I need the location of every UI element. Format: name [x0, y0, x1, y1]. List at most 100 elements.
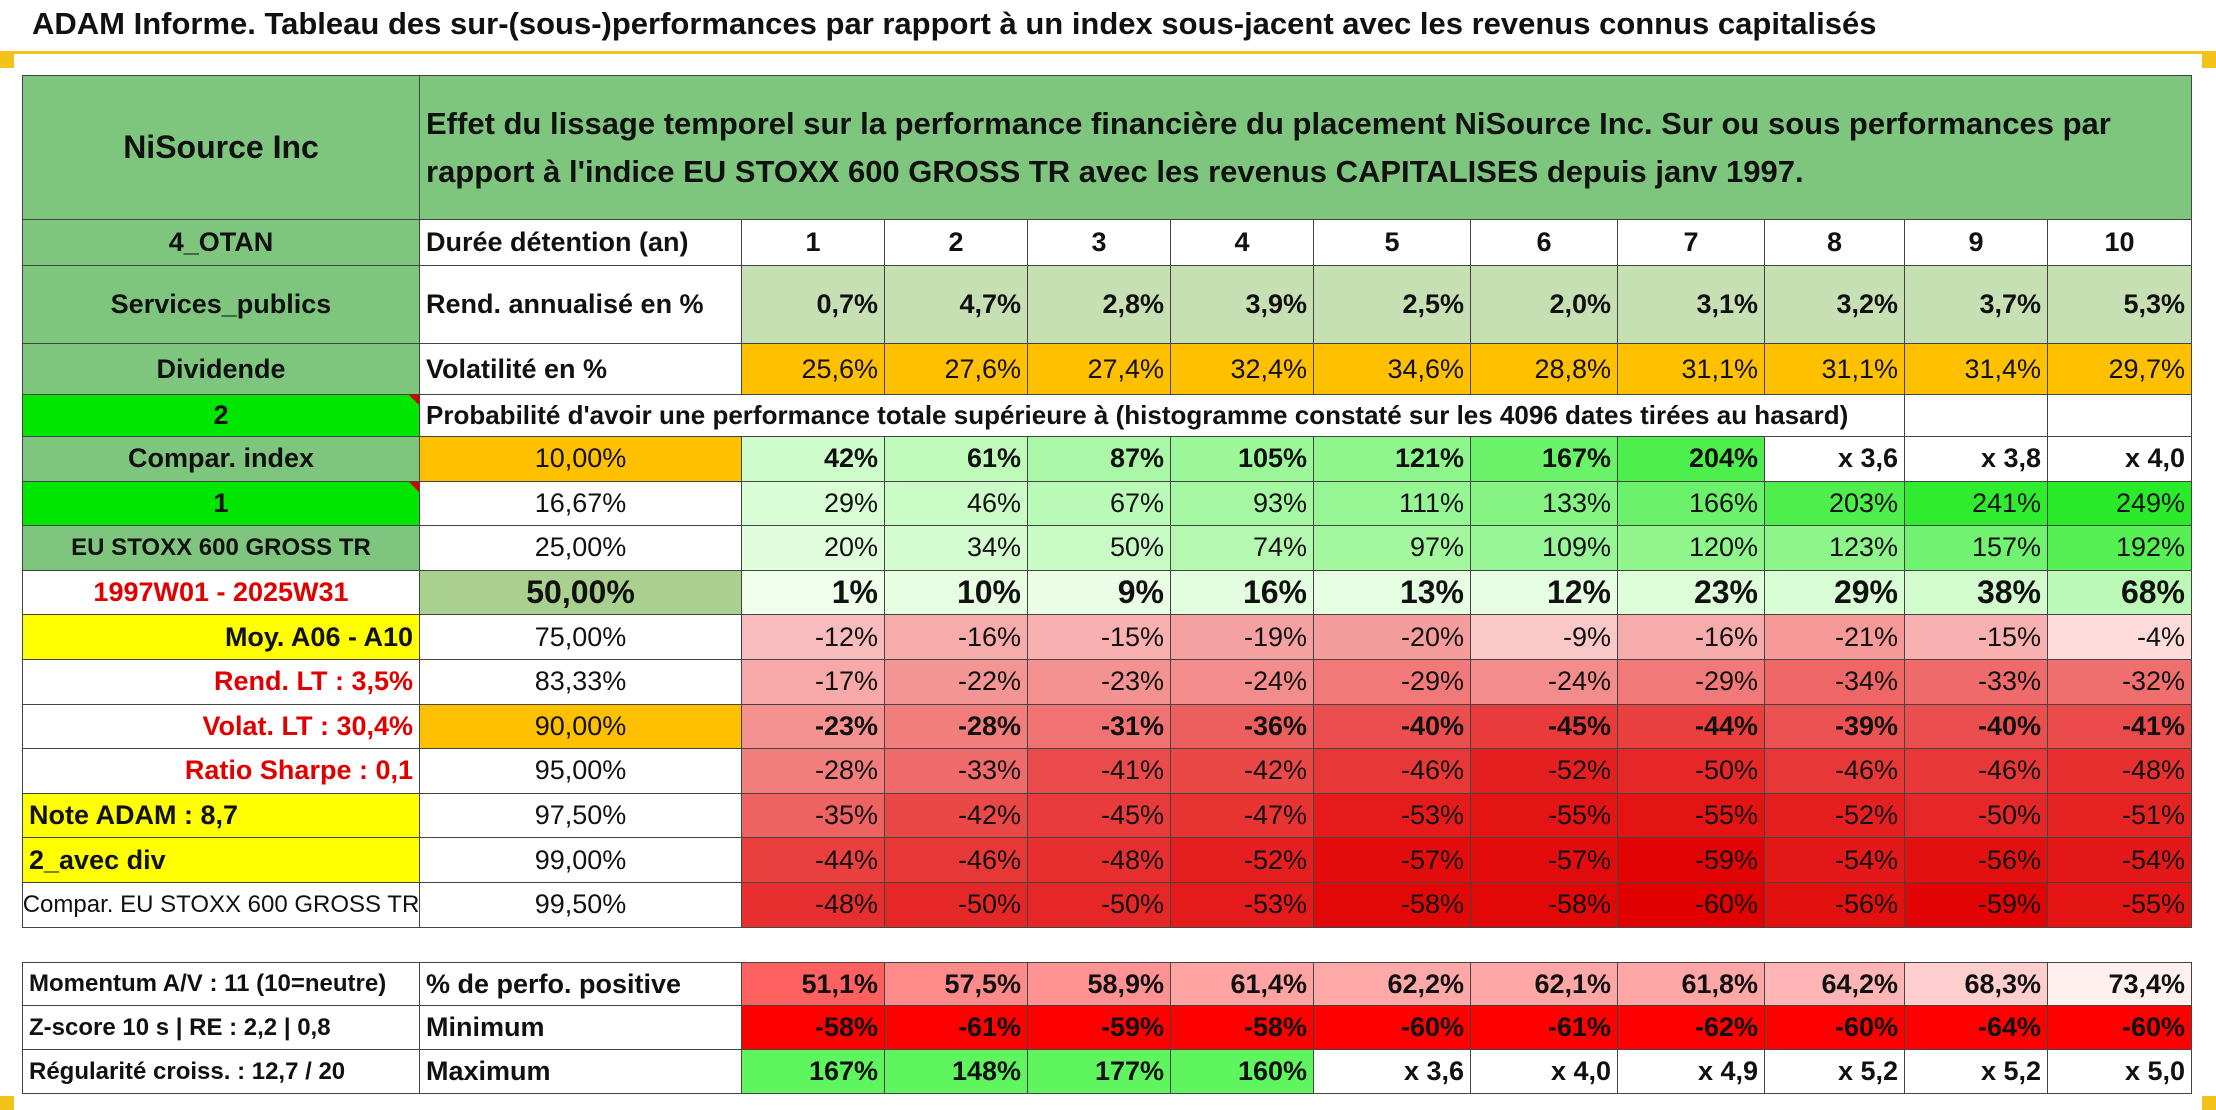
percentile-value: -47% — [1171, 793, 1314, 839]
percentile-value: -21% — [1765, 615, 1905, 660]
percentile-value: -31% — [1028, 704, 1171, 750]
percentile-value: -24% — [1171, 660, 1314, 705]
rend-value: 4,7% — [885, 266, 1028, 344]
percentile-label: 25,00% — [420, 526, 742, 571]
info-cell: Volat. LT : 30,4% — [22, 704, 420, 750]
percentile-value: -57% — [1314, 838, 1471, 883]
percentile-value: -52% — [1171, 838, 1314, 883]
percentile-value: -9% — [1471, 615, 1618, 660]
percentile-value: 34% — [885, 526, 1028, 571]
sector-cell: Services_publics — [22, 266, 420, 344]
percentile-value: -23% — [742, 704, 885, 750]
maximum-value: x 5,2 — [1765, 1050, 1905, 1094]
volat-value: 32,4% — [1171, 344, 1314, 395]
percentile-value: -52% — [1765, 793, 1905, 839]
percentile-value: 123% — [1765, 526, 1905, 571]
percentile-value: -34% — [1765, 660, 1905, 705]
volat-value: 28,8% — [1471, 344, 1618, 395]
maximum-value: x 5,0 — [2048, 1050, 2192, 1094]
corner-marker — [0, 1096, 14, 1110]
percentile-value: -12% — [742, 615, 885, 660]
volat-value: 27,6% — [885, 344, 1028, 395]
volat-value: 29,7% — [2048, 344, 2192, 395]
percentile-value: -42% — [1171, 749, 1314, 794]
year-header: 7 — [1618, 220, 1765, 266]
volat-label: Volatilité en % — [420, 344, 742, 395]
percentile-value: -44% — [1618, 704, 1765, 750]
percentile-value: -40% — [1905, 704, 2048, 750]
percentile-value: 23% — [1618, 570, 1765, 616]
percentile-value: -42% — [885, 793, 1028, 839]
percentile-value: 13% — [1314, 570, 1471, 616]
percentile-value: -53% — [1314, 793, 1471, 839]
percentile-value: -59% — [1618, 838, 1765, 883]
percentile-value: -60% — [1618, 883, 1765, 928]
percentile-label: 95,00% — [420, 749, 742, 794]
volat-value: 31,4% — [1905, 344, 2048, 395]
perf-pos-value: 68,3% — [1905, 962, 2048, 1006]
info-cell: EU STOXX 600 GROSS TR — [22, 526, 420, 571]
rend-value: 0,7% — [742, 266, 885, 344]
percentile-value: -23% — [1028, 660, 1171, 705]
percentile-value: -33% — [1905, 660, 2048, 705]
info-cell: Note ADAM : 8,7 — [22, 793, 420, 839]
percentile-value: 42% — [742, 437, 885, 482]
info-cell: Compar. index — [22, 437, 420, 482]
percentile-value: x 3,6 — [1765, 437, 1905, 482]
percentile-value: -35% — [742, 793, 885, 839]
probability-label: Probabilité d'avoir une performance tota… — [420, 395, 1905, 437]
year-header: 6 — [1471, 220, 1618, 266]
percentile-label: 16,67% — [420, 481, 742, 527]
percentile-value: -41% — [1028, 749, 1171, 794]
percentile-value: -29% — [1618, 660, 1765, 705]
info-cell: Compar. EU STOXX 600 GROSS TR — [22, 883, 420, 928]
percentile-value: -4% — [2048, 615, 2192, 660]
year-header: 10 — [2048, 220, 2192, 266]
maximum-value: 177% — [1028, 1050, 1171, 1094]
info-cell: 2_avec div — [22, 838, 420, 883]
info-cell: 1 — [22, 481, 420, 527]
percentile-value: -15% — [1905, 615, 2048, 660]
percentile-value: 87% — [1028, 437, 1171, 482]
minimum-value: -59% — [1028, 1006, 1171, 1050]
maximum-value: x 5,2 — [1905, 1050, 2048, 1094]
year-header: 9 — [1905, 220, 2048, 266]
blank-cell — [1905, 395, 2048, 437]
percentile-label: 75,00% — [420, 615, 742, 660]
summary-info-cell: Z-score 10 s | RE : 2,2 | 0,8 — [22, 1006, 420, 1050]
percentile-value: -50% — [885, 883, 1028, 928]
percentile-value: 61% — [885, 437, 1028, 482]
percentile-value: -29% — [1314, 660, 1471, 705]
percentile-value: x 4,0 — [2048, 437, 2192, 482]
percentile-value: -48% — [2048, 749, 2192, 794]
percentile-value: 29% — [742, 481, 885, 527]
percentile-value: -17% — [742, 660, 885, 705]
percentile-value: -54% — [2048, 838, 2192, 883]
perf-pos-value: 58,9% — [1028, 962, 1171, 1006]
percentile-value: -46% — [885, 838, 1028, 883]
minimum-value: -60% — [2048, 1006, 2192, 1050]
maximum-value: 148% — [885, 1050, 1028, 1094]
percentile-value: -22% — [885, 660, 1028, 705]
description-cell: Effet du lissage temporel sur la perform… — [420, 75, 2192, 220]
percentile-value: 93% — [1171, 481, 1314, 527]
percentile-value: -59% — [1905, 883, 2048, 928]
percentile-value: -48% — [1028, 838, 1171, 883]
percentile-value: -48% — [742, 883, 885, 928]
percentile-value: -55% — [2048, 883, 2192, 928]
percentile-value: -41% — [2048, 704, 2192, 750]
volat-value: 27,4% — [1028, 344, 1171, 395]
percentile-value: 38% — [1905, 570, 2048, 616]
minimum-value: -60% — [1314, 1006, 1471, 1050]
percentile-value: 20% — [742, 526, 885, 571]
percentile-value: 121% — [1314, 437, 1471, 482]
corner-marker — [2202, 1096, 2216, 1110]
percentile-value: 249% — [2048, 481, 2192, 527]
percentile-value: -46% — [1314, 749, 1471, 794]
year-header: 5 — [1314, 220, 1471, 266]
minimum-value: -61% — [885, 1006, 1028, 1050]
percentile-value: 166% — [1618, 481, 1765, 527]
rend-value: 3,9% — [1171, 266, 1314, 344]
percentile-value: 120% — [1618, 526, 1765, 571]
percentile-value: 111% — [1314, 481, 1471, 527]
